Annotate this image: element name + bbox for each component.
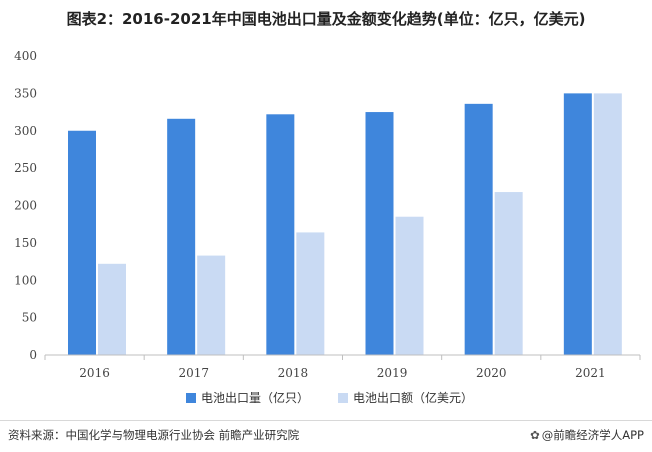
x-tick-label: 2016: [79, 366, 110, 380]
bar-export-value-2017: [197, 255, 226, 355]
bar-export-value-2019: [395, 216, 424, 355]
x-tick-label: 2020: [476, 366, 507, 380]
y-tick-label: 200: [14, 199, 37, 213]
y-tick-label: 250: [14, 161, 37, 175]
legend-swatch-2: [338, 393, 348, 403]
chart-title: 图表2：2016-2021年中国电池出口量及金额变化趋势(单位：亿只，亿美元): [66, 10, 586, 28]
x-axis: 2016 2017 2018 2019 2020 2021: [44, 354, 641, 380]
bar-export-volume-2020: [464, 103, 493, 355]
legend-label-2: 电池出口额（亿美元）: [353, 390, 473, 405]
y-tick-label: 350: [14, 86, 37, 100]
paw-icon: ✿: [530, 428, 540, 442]
y-tick-label: 300: [14, 124, 37, 138]
bar-export-volume-2017: [167, 118, 196, 355]
x-tick-label: 2018: [278, 366, 309, 380]
y-tick-label: 50: [22, 311, 37, 325]
brand-text: @前瞻经济学人APP: [541, 428, 644, 442]
bar-export-value-2016: [98, 263, 126, 355]
bar-export-volume-2021: [563, 93, 592, 355]
source-text: 资料来源：中国化学与物理电源行业协会 前瞻产业研究院: [8, 428, 300, 442]
y-tick-label: 400: [14, 49, 37, 63]
y-tick-label: 100: [14, 273, 37, 287]
x-tick-label: 2019: [377, 366, 408, 380]
y-tick-label: 150: [14, 236, 37, 250]
bar-export-volume-2016: [68, 130, 96, 355]
bar-export-value-2020: [494, 192, 523, 355]
bars: [68, 93, 622, 356]
footer: 资料来源：中国化学与物理电源行业协会 前瞻产业研究院 ✿ @前瞻经济学人APP: [0, 420, 652, 452]
bar-export-value-2018: [296, 232, 325, 355]
brand-credit: ✿ @前瞻经济学人APP: [530, 427, 644, 443]
y-tick-label: 0: [29, 348, 37, 362]
legend-swatch-1: [186, 393, 196, 403]
bar-export-volume-2018: [266, 114, 295, 356]
bar-export-volume-2019: [365, 112, 394, 355]
legend: 电池出口量（亿只） 电池出口额（亿美元）: [186, 390, 473, 405]
x-tick-label: 2017: [178, 366, 209, 380]
y-axis: 0 50 100 150 200 250 300 350 400: [14, 49, 37, 362]
bar-export-value-2021: [593, 93, 622, 355]
x-tick-label: 2021: [575, 366, 606, 380]
legend-label-1: 电池出口量（亿只）: [201, 390, 309, 405]
